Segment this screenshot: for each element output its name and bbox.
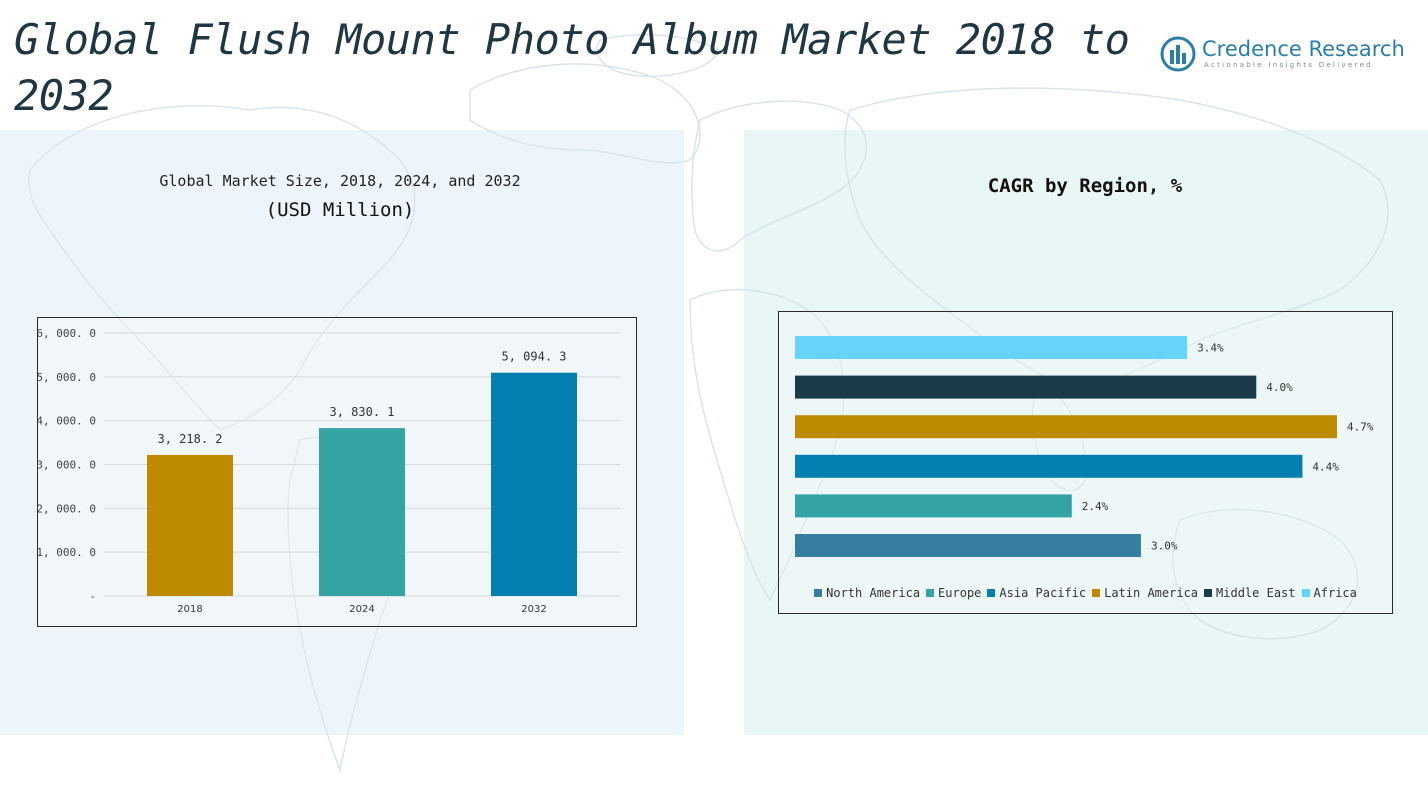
y-tick-label: 3, 000. 0 xyxy=(38,459,96,472)
y-tick-label: 5, 000. 0 xyxy=(38,371,96,384)
market-size-bar xyxy=(147,454,233,596)
market-size-bar xyxy=(491,372,577,596)
cagr-value-label: 3.0% xyxy=(1151,540,1178,553)
logo-name: Credence Research xyxy=(1202,37,1405,61)
x-tick-label: 2018 xyxy=(177,604,202,615)
cagr-bar xyxy=(795,534,1141,557)
legend-item: Latin America xyxy=(1092,586,1198,600)
cagr-value-label: 2.4% xyxy=(1082,500,1109,513)
logo-tagline: Actionable Insights Delivered xyxy=(1204,61,1373,69)
x-tick-label: 2032 xyxy=(521,604,546,615)
cagr-legend: North America Europe Asia Pacific Latin Ame… xyxy=(778,586,1393,600)
cagr-value-label: 3.4% xyxy=(1197,342,1224,355)
legend-item: Europe xyxy=(926,586,981,600)
legend-item: Asia Pacific xyxy=(987,586,1086,600)
legend-label: Asia Pacific xyxy=(999,586,1087,600)
cagr-subtitle: CAGR by Region, % xyxy=(987,175,1183,197)
cagr-value-label: 4.7% xyxy=(1347,421,1374,434)
logo-bars-icon xyxy=(1160,36,1196,72)
cagr-bar xyxy=(795,415,1337,439)
y-tick-label: 1, 000. 0 xyxy=(38,546,96,559)
legend-swatch xyxy=(1301,589,1310,597)
bar-value-label: 5, 094. 3 xyxy=(501,350,566,364)
legend-swatch xyxy=(987,589,996,597)
y-tick-label: 6, 000. 0 xyxy=(38,327,96,340)
y-tick-label: 4, 000. 0 xyxy=(38,415,96,428)
legend-item: Africa xyxy=(1301,586,1357,600)
y-tick-label: 2, 000. 0 xyxy=(38,502,96,515)
market-size-subtitle: Global Market Size, 2018, 2024, and 2032 xyxy=(159,172,521,190)
market-size-unit: (USD Million) xyxy=(265,199,415,221)
cagr-bar xyxy=(795,336,1188,359)
x-tick-label: 2024 xyxy=(349,604,374,615)
legend-item: Middle East xyxy=(1204,586,1296,600)
market-size-chart-frame: - 1, 000. 0 2, 000. 0 3, 000. 0 4, 000. 0 5, … xyxy=(36,317,637,627)
market-size-bar xyxy=(319,428,405,596)
legend-label: Africa xyxy=(1313,586,1357,600)
brand-logo: Credence Research Actionable Insights De… xyxy=(1160,36,1405,76)
legend-label: Europe xyxy=(938,586,982,600)
legend-swatch xyxy=(814,589,823,597)
legend-label: North America xyxy=(826,586,921,600)
legend-swatch xyxy=(1092,589,1101,597)
cagr-bar-chart: 3.4% 4.0% 4.7% 4.4% 2.4% 3.0% xyxy=(795,336,1374,557)
market-size-bar-chart: - 1, 000. 0 2, 000. 0 3, 000. 0 4, 000. 0 5, … xyxy=(36,327,620,615)
cagr-value-label: 4.4% xyxy=(1312,460,1339,473)
legend-swatch xyxy=(926,589,935,597)
cagr-bar xyxy=(795,494,1072,518)
cagr-bar xyxy=(795,454,1303,478)
cagr-chart-frame: 3.4% 4.0% 4.7% 4.4% 2.4% 3.0% xyxy=(778,311,1393,614)
legend-swatch xyxy=(1204,589,1213,597)
legend-label: Latin America xyxy=(1104,586,1199,600)
legend-label: Middle East xyxy=(1216,586,1296,600)
legend-item: North America xyxy=(814,586,920,600)
page-title: Global Flush Mount Photo Album Market 20… xyxy=(14,15,1130,120)
cagr-value-label: 4.0% xyxy=(1266,381,1293,394)
bar-value-label: 3, 830. 1 xyxy=(329,405,394,419)
y-tick-label: - xyxy=(89,590,96,603)
cagr-bar xyxy=(795,375,1257,399)
bar-value-label: 3, 218. 2 xyxy=(157,432,222,446)
